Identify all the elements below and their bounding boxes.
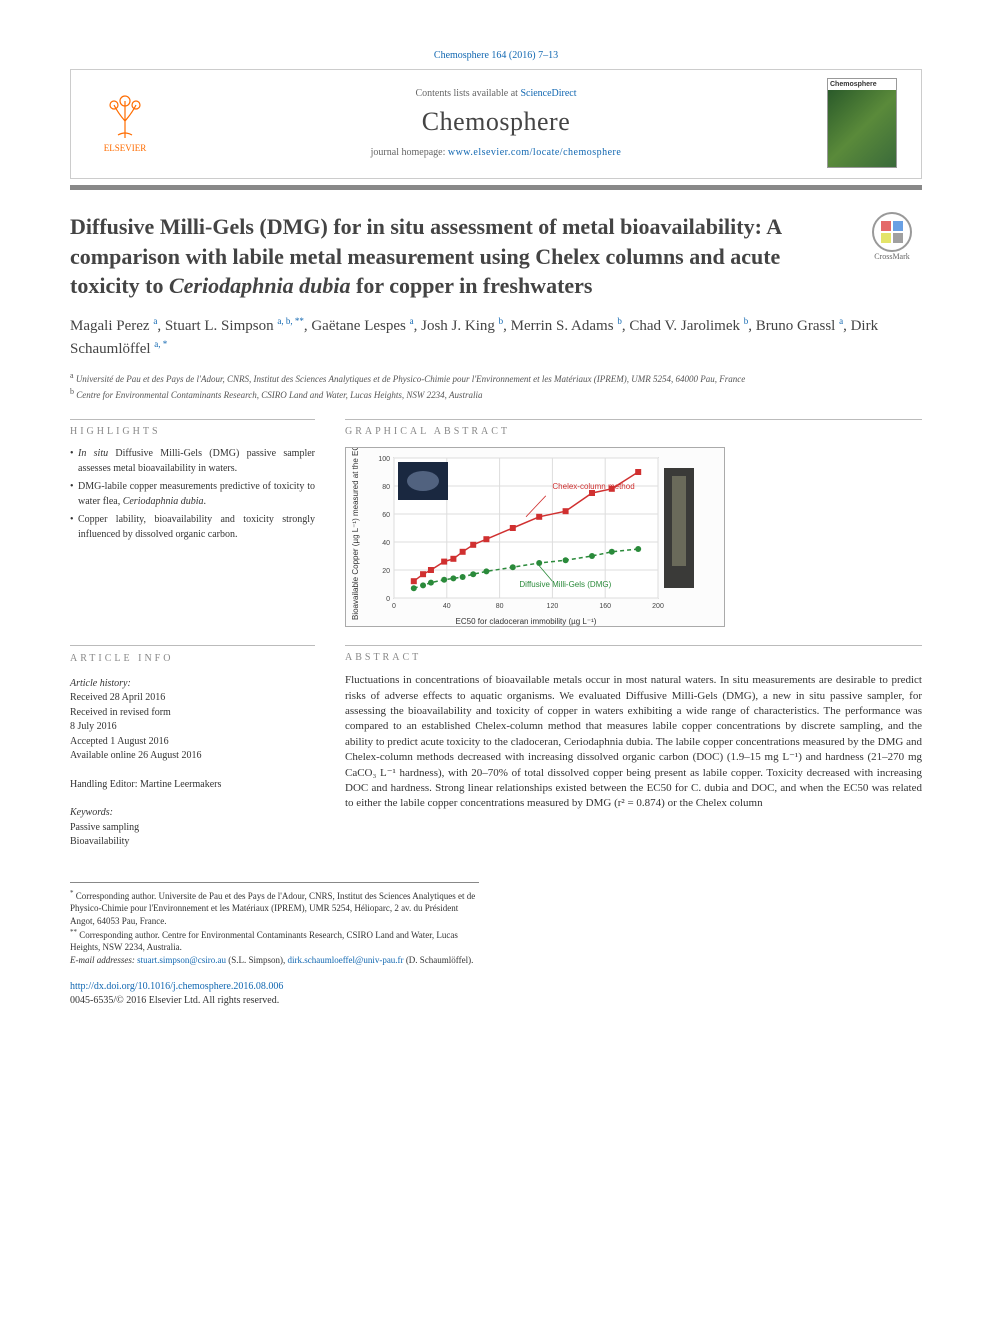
article-title: Diffusive Milli-Gels (DMG) for in situ a… [70,212,842,301]
handling-editor: Handling Editor: Martine Leermakers [70,778,315,793]
corr-author-2: ** Corresponding author. Centre for Envi… [70,928,479,954]
highlight-item: DMG-labile copper measurements predictiv… [70,480,315,509]
citation-link[interactable]: Chemosphere 164 (2016) 7–13 [434,50,558,61]
issn-copyright: 0045-6535/© 2016 Elsevier Ltd. All right… [70,994,922,1008]
affiliation: b Centre for Environmental Contaminants … [70,386,922,402]
keywords-block: Keywords: Passive samplingBioavailabilit… [70,806,315,850]
history-label: Article history: [70,677,315,692]
svg-text:0: 0 [392,603,396,610]
svg-text:EC50 for cladoceran immobility: EC50 for cladoceran immobility (µg L⁻¹) [456,617,597,626]
highlights-section: HIGHLIGHTS In situ Diffusive Milli-Gels … [70,419,315,627]
elsevier-tree-icon [100,93,150,143]
author: Bruno Grassl a [756,318,843,334]
cover-image [828,90,896,167]
svg-text:60: 60 [382,512,390,519]
author: Chad V. Jarolimek b [629,318,748,334]
email-link[interactable]: stuart.simpson@csiro.au [137,955,226,965]
author: Merrin S. Adams b [511,318,622,334]
svg-text:80: 80 [382,484,390,491]
highlights-list: In situ Diffusive Milli-Gels (DMG) passi… [70,447,315,542]
doi-link[interactable]: http://dx.doi.org/10.1016/j.chemosphere.… [70,981,283,992]
sciencedirect-link[interactable]: ScienceDirect [520,88,576,99]
history-line: Received 28 April 2016 [70,691,315,706]
journal-cover-thumbnail[interactable]: Chemosphere [827,78,897,168]
publisher-logo[interactable]: ELSEVIER [85,93,165,153]
journal-header-box: ELSEVIER Contents lists available at Sci… [70,69,922,179]
keyword: Bioavailability [70,835,315,850]
history-line: Received in revised form [70,706,315,721]
citation-header: Chemosphere 164 (2016) 7–13 [70,50,922,61]
history-line: 8 July 2016 [70,720,315,735]
email-addresses: E-mail addresses: stuart.simpson@csiro.a… [70,954,479,967]
graphical-abstract-label: GRAPHICAL ABSTRACT [345,419,922,437]
svg-text:40: 40 [443,603,451,610]
homepage-link[interactable]: www.elsevier.com/locate/chemosphere [448,147,621,158]
crossmark-badge[interactable]: CrossMark [862,212,922,261]
abstract-label: ABSTRACT [345,645,922,663]
article-info-section: ARTICLE INFO Article history: Received 2… [70,645,315,864]
publisher-name: ELSEVIER [104,143,147,153]
crossmark-label: CrossMark [874,252,910,261]
svg-text:80: 80 [496,603,504,610]
header-center: Contents lists available at ScienceDirec… [175,88,817,158]
author: Magali Perez a [70,318,157,334]
keyword: Passive sampling [70,821,315,836]
affiliation: a Université de Pau et des Pays de l'Ado… [70,370,922,386]
journal-name: Chemosphere [175,107,817,137]
corresponding-footnotes: * Corresponding author. Universite de Pa… [70,882,479,967]
article-info-label: ARTICLE INFO [70,645,315,667]
authors-list: Magali Perez a, Stuart L. Simpson a, b, … [70,315,922,360]
svg-text:100: 100 [378,456,390,463]
crossmark-icon [872,212,912,252]
history-line: Accepted 1 August 2016 [70,735,315,750]
history-line: Available online 26 August 2016 [70,749,315,764]
email-link[interactable]: dirk.schaumloeffel@univ-pau.fr [287,955,403,965]
svg-text:Chelex-column method: Chelex-column method [552,482,634,491]
graphical-abstract-section: GRAPHICAL ABSTRACT 0 40 80 120 160 200 0 20 40 60… [345,419,922,627]
article-history: Article history: Received 28 April 2016R… [70,677,315,764]
contents-line: Contents lists available at ScienceDirec… [175,88,817,99]
doi-block: http://dx.doi.org/10.1016/j.chemosphere.… [70,980,922,1008]
cover-title: Chemosphere [828,79,896,90]
highlight-item: In situ Diffusive Milli-Gels (DMG) passi… [70,447,315,476]
author: Josh J. King b [421,318,503,334]
abstract-text: Fluctuations in concentrations of bioava… [345,673,922,812]
svg-text:Diffusive Milli-Gels (DMG): Diffusive Milli-Gels (DMG) [519,580,611,589]
svg-text:200: 200 [652,603,664,610]
header-divider-bar [70,185,922,190]
highlights-graphical-row: HIGHLIGHTS In situ Diffusive Milli-Gels … [70,419,922,627]
article-page: Chemosphere 164 (2016) 7–13 ELSEVIER Con… [0,0,992,1048]
corr-author-1: * Corresponding author. Universite de Pa… [70,889,479,928]
svg-text:0: 0 [386,596,390,603]
highlights-label: HIGHLIGHTS [70,419,315,437]
affiliations-list: a Université de Pau et des Pays de l'Ado… [70,370,922,401]
svg-text:Bioavailable Copper (µg L⁻¹) m: Bioavailable Copper (µg L⁻¹) measured at… [351,448,360,620]
info-abstract-row: ARTICLE INFO Article history: Received 2… [70,645,922,864]
graphical-abstract-chart: 0 40 80 120 160 200 0 20 40 60 80 100 Chelex-column … [345,447,725,627]
svg-text:120: 120 [547,603,559,610]
abstract-section: ABSTRACT Fluctuations in concentrations … [345,645,922,864]
author: Gaëtane Lespes a [311,318,413,334]
svg-text:40: 40 [382,540,390,547]
highlight-item: Copper lability, bioavailability and tox… [70,513,315,542]
title-row: Diffusive Milli-Gels (DMG) for in situ a… [70,212,922,301]
author: Stuart L. Simpson a, b, ** [165,318,304,334]
keywords-label: Keywords: [70,806,315,821]
svg-text:20: 20 [382,568,390,575]
svg-text:160: 160 [599,603,611,610]
homepage-line: journal homepage: www.elsevier.com/locat… [175,147,817,158]
